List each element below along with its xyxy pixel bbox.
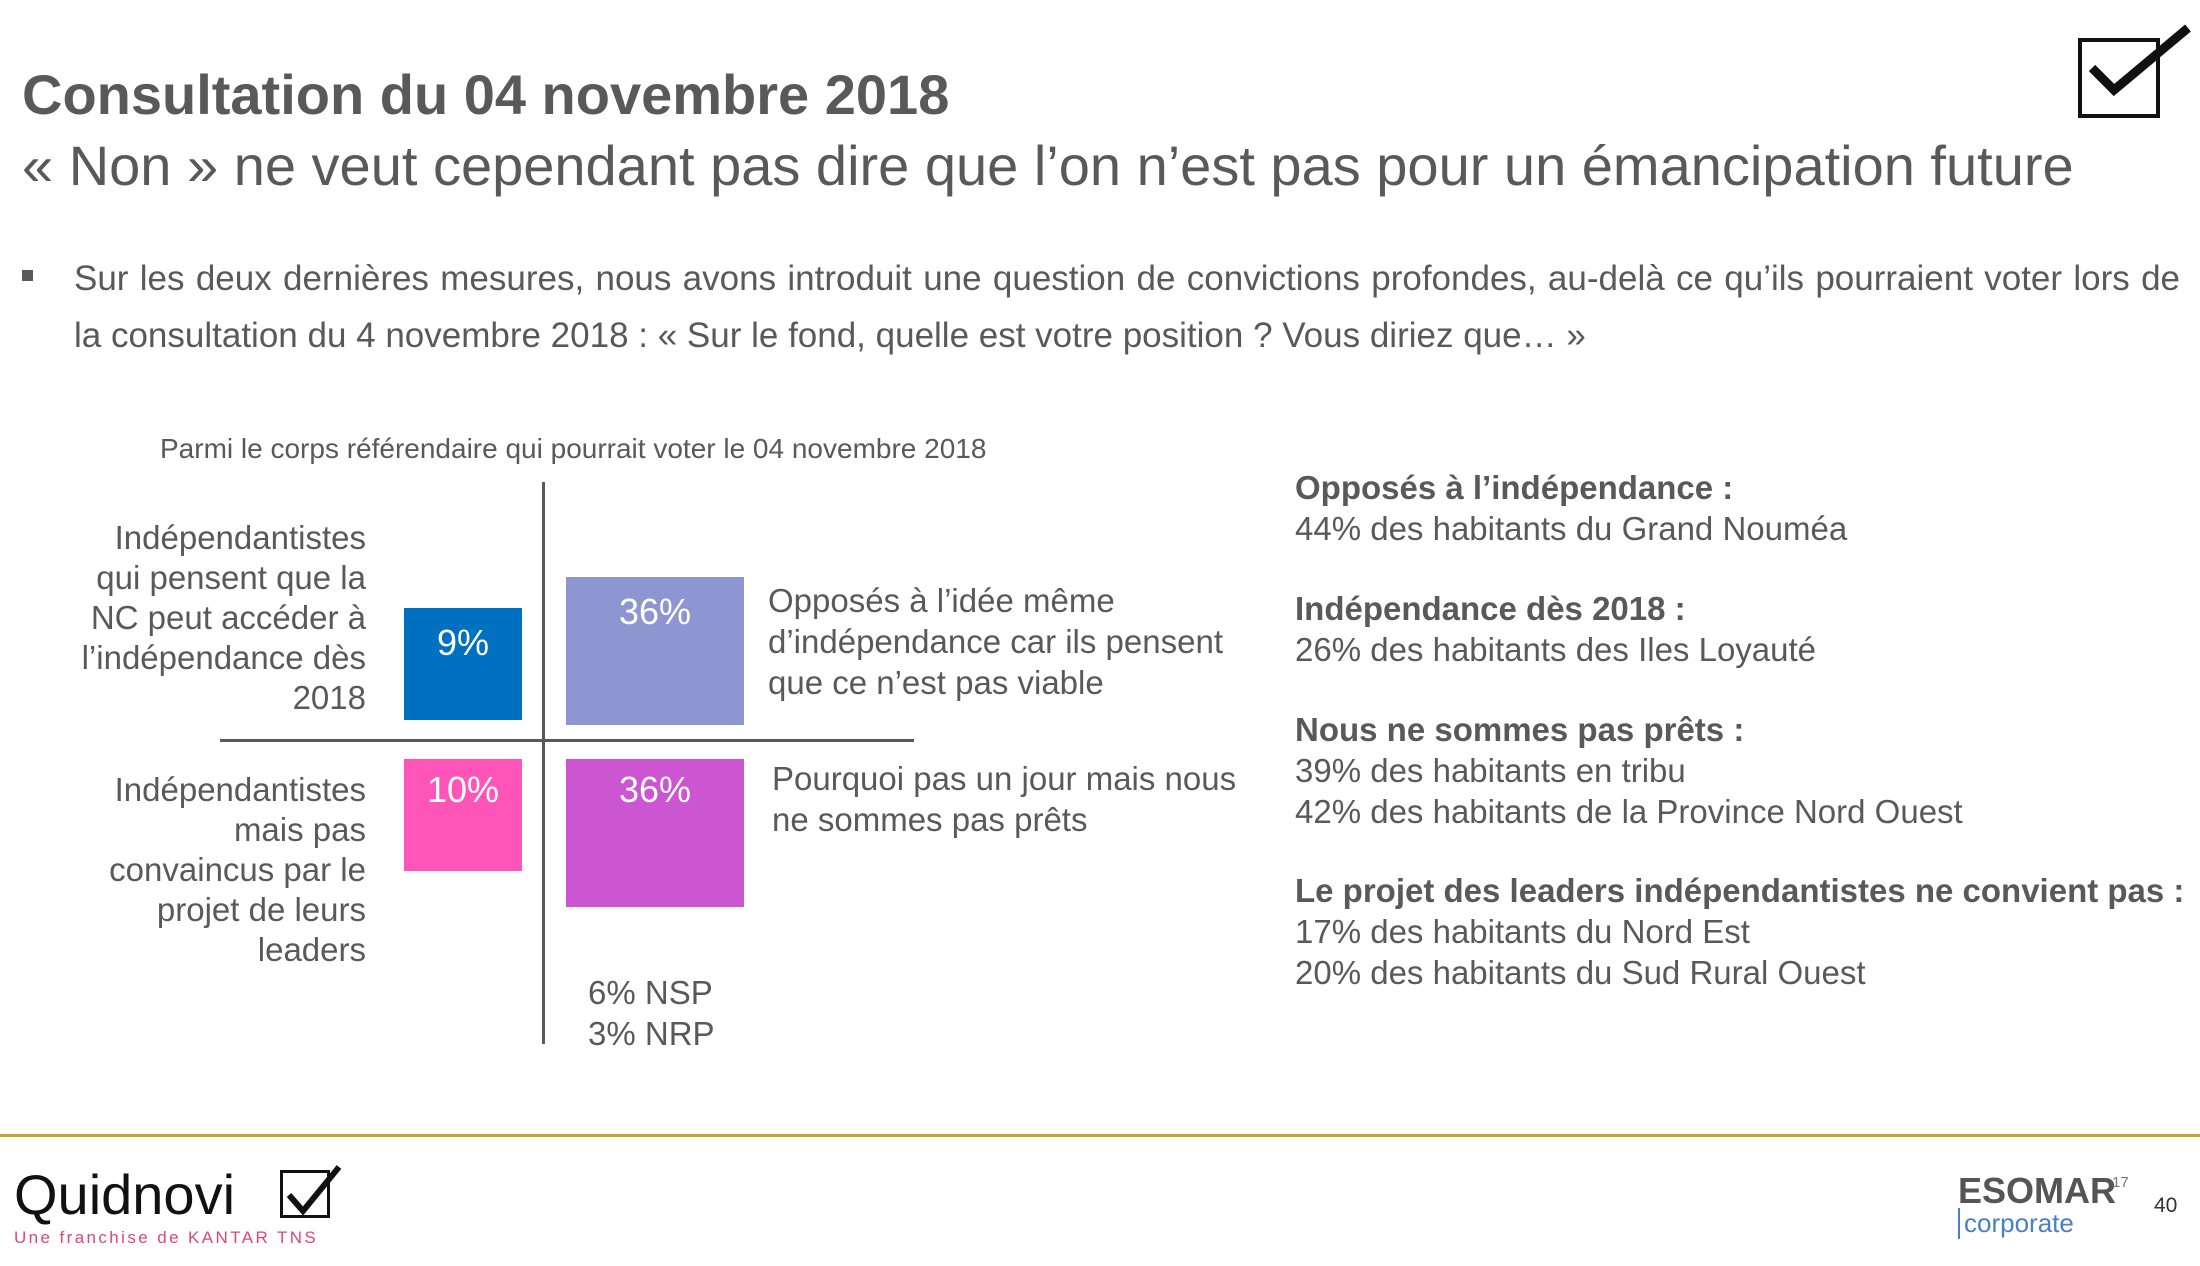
slide-subtitle: « Non » ne veut cependant pas dire que l… (22, 134, 2074, 197)
cell-value-label: 36% (618, 769, 692, 810)
esomar-corporate: corporate (1958, 1208, 2074, 1239)
cell-opposed: 36% (566, 577, 744, 725)
side-group-independence-2018: Indépendance dès 2018 : 26% des habitant… (1295, 588, 2195, 670)
side-group-line: 26% des habitants des Iles Loyauté (1295, 631, 1817, 668)
other-responses: 6% NSP 3% NRP (588, 972, 715, 1054)
label-line: leaders (257, 931, 366, 968)
label-line: l’indépendance dès (81, 639, 366, 676)
footer-divider (0, 1134, 2200, 1137)
nrp-value: 3% NRP (588, 1015, 715, 1052)
side-group-title: Le projet des leaders indépendantistes n… (1295, 872, 2185, 909)
side-group-line: 42% des habitants de la Province Nord Ou… (1295, 793, 1963, 830)
label-not-ready: Pourquoi pas un jour mais nous ne sommes… (772, 758, 1262, 840)
side-group-line: 39% des habitants en tribu (1295, 752, 1686, 789)
label-line: Pourquoi pas un jour mais nous (772, 760, 1237, 797)
side-group-line: 17% des habitants du Nord Est (1295, 913, 1750, 950)
side-group-leaders-project: Le projet des leaders indépendantistes n… (1295, 870, 2195, 993)
bullet-icon (22, 270, 33, 281)
cell-value-label: 10% (426, 769, 500, 810)
side-group-line: 44% des habitants du Grand Nouméa (1295, 510, 1848, 547)
label-not-convinced: Indépendantistes mais pas convaincus par… (60, 770, 366, 970)
label-line: NC peut accéder à (90, 599, 366, 636)
cell-value-label: 36% (618, 591, 692, 632)
quadrant-horizontal-axis (220, 739, 914, 742)
side-group-opposed: Opposés à l’indépendance : 44% des habit… (1295, 467, 2195, 549)
label-line: Indépendantistes (114, 519, 366, 556)
label-independence-2018: Indépendantistes qui pensent que la NC p… (60, 518, 366, 718)
label-line: d’indépendance car ils pensent (768, 623, 1223, 660)
cell-not-convinced: 10% (404, 759, 522, 871)
side-group-title: Opposés à l’indépendance : (1295, 469, 1734, 506)
intro-bullet: Sur les deux dernières mesures, nous avo… (74, 259, 2180, 355)
label-line: ne sommes pas prêts (772, 801, 1088, 838)
logo-tagline: Une franchise de KANTAR TNS (14, 1228, 319, 1247)
side-group-title: Indépendance dès 2018 : (1295, 590, 1686, 627)
label-line: que ce n’est pas viable (768, 664, 1104, 701)
page-number: 40 (2154, 1194, 2178, 1217)
slide-title: Consultation du 04 novembre 2018 (22, 63, 950, 126)
quadrant-vertical-axis (542, 482, 545, 1044)
label-line: projet de leurs (156, 891, 366, 928)
side-group-line: 20% des habitants du Sud Rural Ouest (1295, 954, 1866, 991)
side-group-not-ready: Nous ne sommes pas prêts : 39% des habit… (1295, 709, 2195, 832)
label-line: qui pensent que la (96, 559, 366, 596)
cell-not-ready: 36% (566, 759, 744, 907)
label-line: 2018 (292, 679, 366, 716)
label-opposed: Opposés à l’idée même d’indépendance car… (768, 580, 1258, 703)
quidnovi-logo: Quidnovi (14, 1163, 236, 1226)
esomar-logo: ESOMAR (1958, 1170, 2117, 1211)
label-line: Opposés à l’idée même (768, 582, 1115, 619)
esomar-year: 17 (2112, 1174, 2129, 1191)
nsp-value: 6% NSP (588, 974, 713, 1011)
label-line: Indépendantistes (114, 771, 366, 808)
chart-caption: Parmi le corps référendaire qui pourrait… (160, 433, 987, 464)
cell-value-label: 9% (436, 622, 490, 663)
label-line: mais pas (233, 811, 366, 848)
label-line: convaincus par le (109, 851, 366, 888)
checkmark-icon (2078, 24, 2191, 118)
side-group-title: Nous ne sommes pas prêts : (1295, 711, 1745, 748)
logo-checkmark-icon (280, 1165, 342, 1218)
cell-independence-2018: 9% (404, 608, 522, 720)
